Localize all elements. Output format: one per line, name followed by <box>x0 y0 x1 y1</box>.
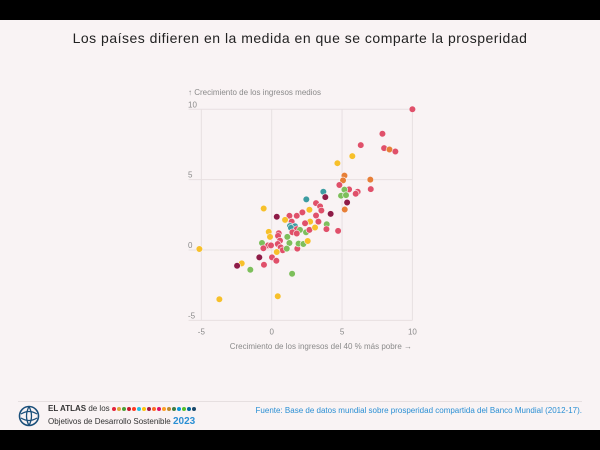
source-note: Fuente: Base de datos mundial sobre pros… <box>256 406 582 416</box>
data-point <box>321 193 329 201</box>
sdg-dot <box>136 406 141 411</box>
data-point <box>312 211 320 220</box>
data-point <box>281 216 289 224</box>
data-point <box>327 210 335 218</box>
atlas-bold: EL ATLAS <box>48 404 87 413</box>
data-point <box>215 295 223 303</box>
chart-title: Los países difieren en la medida en que … <box>72 30 528 46</box>
sdg-dot <box>176 406 181 411</box>
atlas-year: 2023 <box>172 416 196 427</box>
data-point <box>302 195 310 203</box>
sdg-dot <box>151 406 156 411</box>
atlas-subtitle: Objetivos de Desarrollo Sostenible 2023 <box>48 416 195 428</box>
data-point <box>343 198 351 207</box>
data-point <box>391 147 399 156</box>
data-point <box>339 176 347 184</box>
sdg-dot <box>116 406 121 411</box>
data-point <box>293 212 301 220</box>
data-point <box>273 213 281 221</box>
data-point <box>367 185 375 193</box>
data-point <box>195 245 203 253</box>
data-point <box>366 176 374 184</box>
data-point <box>348 152 356 160</box>
y-tick-label: 10 <box>188 100 197 109</box>
data-point <box>288 270 296 278</box>
data-point <box>333 159 342 167</box>
source-label: Fuente: <box>255 406 283 415</box>
sdg-dot <box>111 406 116 411</box>
y-tick-label: -5 <box>188 311 196 320</box>
data-point <box>272 257 280 265</box>
x-tick-label: -5 <box>198 327 206 336</box>
data-point <box>267 241 275 249</box>
data-point <box>273 248 281 256</box>
x-tick-label: 10 <box>408 327 417 336</box>
scatter-chart: -5 0 5 10 -5 0 5 10 ↑ Crecimiento de los ingres… <box>188 88 417 351</box>
data-point <box>317 206 325 215</box>
sdg-dot <box>141 406 146 411</box>
data-point <box>255 253 263 261</box>
x-tick-label: 0 <box>269 327 274 336</box>
atlas-rest: de los <box>88 404 110 413</box>
data-point <box>246 266 254 274</box>
data-point <box>378 130 387 138</box>
content-area: Los países difieren en la medida en que … <box>0 20 600 430</box>
sdg-dot <box>186 406 191 411</box>
grid <box>188 108 413 321</box>
data-point <box>304 237 312 245</box>
sdg-dot <box>156 406 161 411</box>
x-tick-label: 5 <box>340 327 345 336</box>
world-bank-globe-icon <box>18 405 40 427</box>
sdg-dot <box>161 406 166 411</box>
data-point <box>314 217 323 226</box>
sdg-dot <box>181 406 186 411</box>
data-point <box>311 223 319 232</box>
tick-labels: -5 0 5 10 -5 0 5 10 <box>188 100 417 336</box>
data-point <box>357 141 365 149</box>
sdg-dot <box>131 406 136 411</box>
data-point <box>301 219 309 227</box>
data-point <box>352 190 360 198</box>
sdg-dot <box>171 406 176 411</box>
sdg-dot <box>126 406 131 411</box>
y-tick-label: 0 <box>188 241 193 250</box>
sdg-color-dots <box>111 404 197 413</box>
data-point <box>305 206 314 214</box>
data-point <box>293 229 301 238</box>
sdg-dot <box>166 406 171 411</box>
sdg-dot <box>191 406 196 411</box>
data-point <box>274 292 282 300</box>
data-points <box>195 105 417 303</box>
atlas-title: EL ATLAS de los <box>48 404 197 414</box>
sdg-dot <box>146 406 151 411</box>
atlas-line2: Objetivos de Desarrollo Sostenible <box>48 417 171 426</box>
data-point <box>341 205 349 214</box>
data-point <box>322 225 331 233</box>
data-point <box>283 244 291 253</box>
data-point <box>283 233 291 241</box>
y-tick-label: 5 <box>188 171 193 180</box>
data-point <box>408 105 417 113</box>
data-point <box>342 191 350 199</box>
data-point <box>266 233 274 241</box>
data-point <box>385 145 394 154</box>
source-link[interactable]: Base de datos mundial sobre prosperidad … <box>284 406 582 415</box>
data-point <box>335 181 343 189</box>
data-point <box>334 227 342 235</box>
data-point <box>233 262 241 270</box>
footer-divider <box>18 401 582 402</box>
data-point <box>260 261 268 269</box>
y-axis-label: ↑ Crecimiento de los ingresos medios <box>188 88 321 97</box>
sdg-dot <box>121 406 126 411</box>
data-point <box>298 208 306 217</box>
data-point <box>260 204 268 213</box>
x-axis-label: Crecimiento de los ingresos del 40 % más… <box>230 342 412 351</box>
data-point <box>259 244 267 252</box>
